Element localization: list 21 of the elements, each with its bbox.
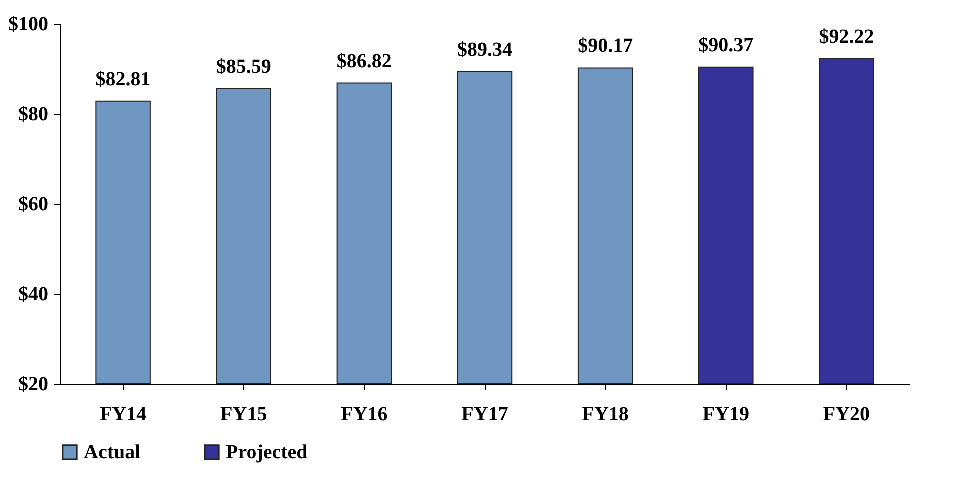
x-tick-label: FY16 bbox=[341, 404, 388, 426]
x-tick-label: FY17 bbox=[462, 404, 508, 426]
data-label: $82.81 bbox=[96, 68, 151, 90]
legend-label: Projected bbox=[226, 441, 308, 464]
data-label: $90.17 bbox=[578, 35, 634, 58]
y-tick-label: $40 bbox=[18, 284, 48, 306]
x-tick-label: FY18 bbox=[582, 404, 629, 426]
data-label: $90.37 bbox=[698, 34, 754, 56]
x-tick-label: FY14 bbox=[100, 404, 147, 426]
legend-label: Actual bbox=[84, 441, 142, 464]
y-tick-label: $60 bbox=[18, 194, 48, 216]
data-label: $89.34 bbox=[458, 38, 512, 61]
x-tick-label: FY15 bbox=[220, 404, 268, 426]
data-label: $85.59 bbox=[216, 56, 272, 78]
x-tick-label: FY19 bbox=[702, 404, 750, 426]
y-tick-label: $100 bbox=[8, 14, 48, 36]
y-tick-label: $20 bbox=[18, 374, 48, 396]
x-tick-label: FY20 bbox=[823, 404, 870, 426]
data-label: $86.82 bbox=[336, 50, 392, 72]
data-label: $92.22 bbox=[819, 26, 874, 48]
y-tick-label: $80 bbox=[18, 104, 48, 126]
